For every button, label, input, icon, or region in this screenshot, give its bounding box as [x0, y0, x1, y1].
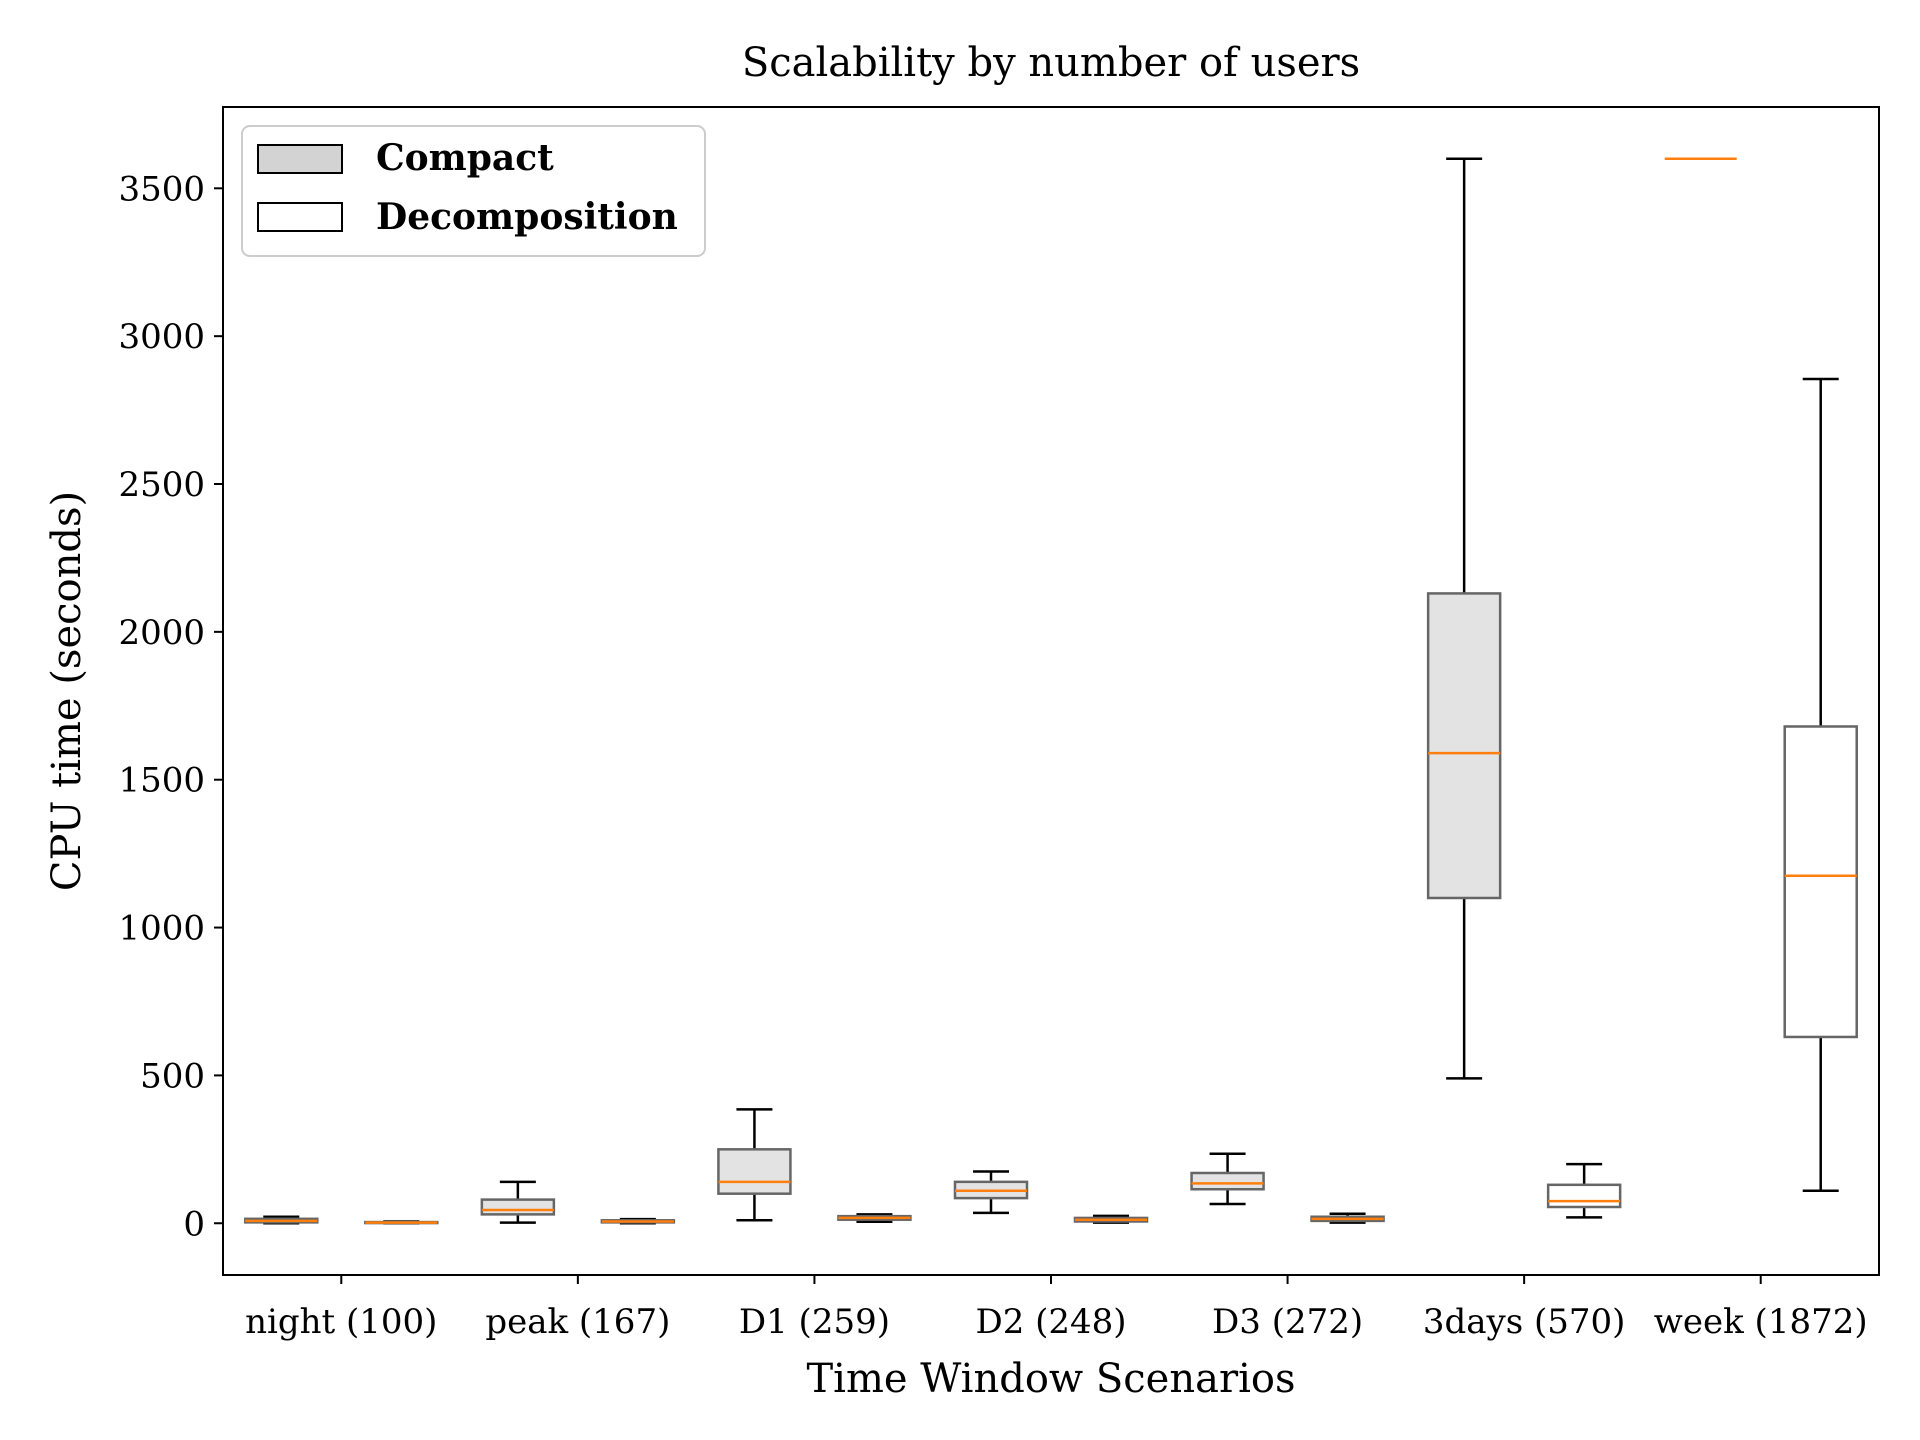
y-axis: 0 500 1000 1500 2000 2500 3000 3500 — [118, 169, 223, 1244]
decomposition-box-group — [364, 1220, 439, 1225]
compact-box-group — [244, 1215, 319, 1225]
compact-box-group — [1426, 157, 1502, 1080]
axes-frame — [222, 106, 1880, 1276]
legend-frame — [241, 125, 706, 257]
y-tick-label: 2500 — [118, 465, 205, 505]
x-tick-label: D3 (272) — [1212, 1302, 1363, 1342]
compact-box — [1190, 1171, 1265, 1191]
x-tick-label: D2 (248) — [975, 1302, 1126, 1342]
plot-layer — [244, 157, 1858, 1225]
x-axis-label: Time Window Scenarios — [806, 1356, 1295, 1402]
x-tick-label: D1 (259) — [739, 1302, 890, 1342]
decomposition-box — [1783, 725, 1858, 1039]
compact-box-group — [1190, 1152, 1265, 1206]
legend: Compact Decomposition — [241, 125, 706, 257]
x-tick-label: night (100) — [245, 1302, 437, 1342]
x-tick-label: 3days (570) — [1423, 1302, 1626, 1342]
legend-swatch-decomposition — [257, 202, 343, 232]
legend-label-decomposition: Decomposition — [376, 196, 678, 238]
x-tick-label: week (1872) — [1654, 1302, 1868, 1342]
decomposition-box — [1546, 1183, 1622, 1209]
chart-title: Scalability by number of users — [742, 40, 1360, 86]
compact-box — [717, 1148, 792, 1195]
decomposition-box-group — [1310, 1212, 1385, 1224]
decomposition-box-group — [837, 1213, 912, 1224]
y-tick-label: 2000 — [118, 613, 205, 653]
y-tick-label: 1000 — [118, 909, 205, 949]
y-axis-label: CPU time (seconds) — [44, 491, 90, 891]
y-tick-label: 3000 — [118, 317, 205, 357]
decomposition-box-group — [1546, 1162, 1622, 1219]
y-tick-label: 3500 — [118, 169, 205, 209]
decomposition-box-group — [1073, 1214, 1149, 1224]
x-tick-label: peak (167) — [485, 1302, 670, 1342]
y-tick-label: 0 — [183, 1204, 205, 1244]
compact-box-group — [480, 1180, 556, 1224]
compact-box — [1426, 592, 1502, 900]
compact-box — [480, 1198, 556, 1216]
x-axis: night (100) peak (167) D1 (259) D2 (248) D3 … — [245, 1275, 1868, 1342]
legend-swatch-compact — [257, 144, 343, 174]
y-tick-label: 1500 — [118, 761, 205, 801]
compact-box-group — [717, 1108, 792, 1222]
legend-label-compact: Compact — [376, 137, 554, 179]
compact-box-group — [953, 1170, 1029, 1215]
y-tick-label: 500 — [140, 1056, 205, 1096]
decomposition-box-group — [600, 1217, 676, 1225]
decomposition-box-group — [1783, 377, 1858, 1192]
